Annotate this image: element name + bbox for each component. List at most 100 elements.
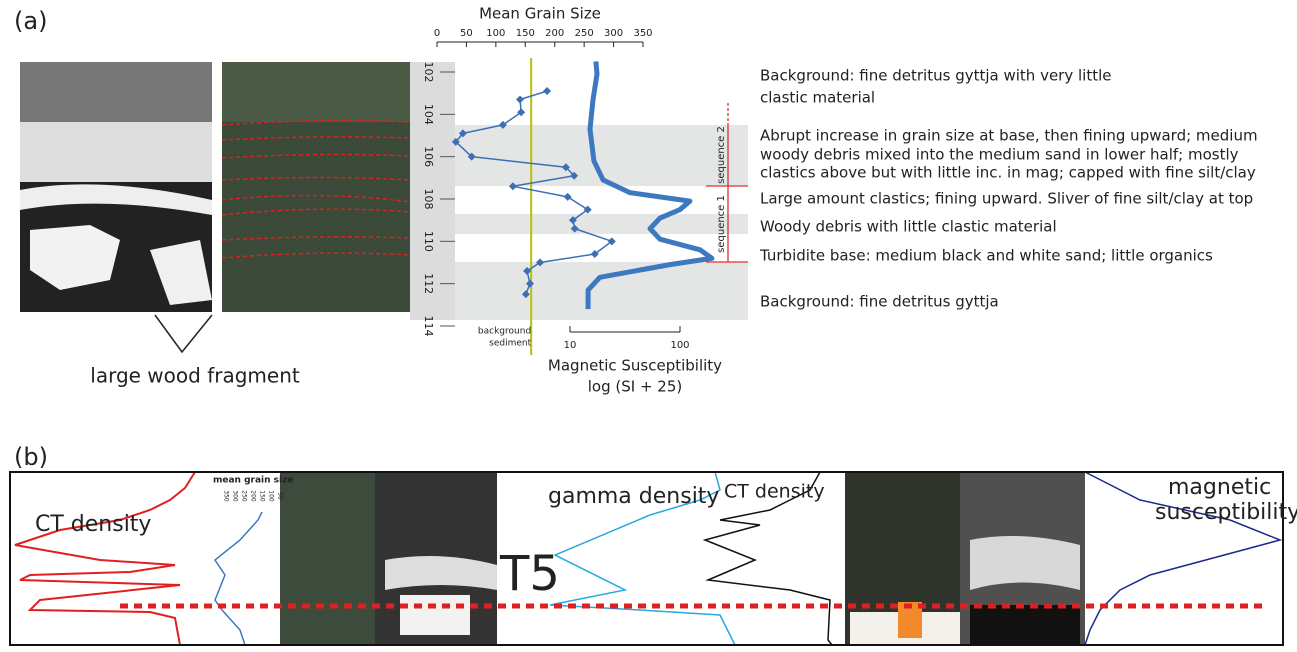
point — [521, 290, 530, 299]
point — [583, 205, 592, 214]
annotation: clastic material — [760, 89, 875, 107]
point — [508, 182, 517, 191]
mini-ticks: 350 300 250 200 150 100 50 — [223, 490, 284, 502]
ct-sand — [30, 225, 120, 290]
ct-sand — [400, 595, 470, 635]
annotations: Background: fine detritus gyttja with ve… — [759, 67, 1258, 311]
point — [451, 137, 460, 146]
ct-curve — [702, 471, 833, 646]
point — [607, 237, 616, 246]
x2-tick-label: 10 — [564, 340, 577, 351]
point — [543, 87, 552, 96]
ct-layer — [970, 536, 1080, 590]
gamma-curve — [549, 471, 736, 646]
mag-line — [585, 61, 715, 310]
curve-label: susceptibility — [1155, 500, 1297, 525]
sequence-label: sequence 1 — [716, 195, 727, 253]
point — [570, 171, 579, 180]
y-tick-label: 102 — [422, 62, 435, 83]
curve-label: CT density — [724, 481, 825, 503]
point — [590, 250, 599, 259]
core-photo-part — [222, 62, 410, 122]
ct-image-part — [20, 122, 212, 182]
point — [570, 224, 579, 233]
y-tick-label: 114 — [422, 316, 435, 337]
point — [536, 258, 544, 267]
grain-curve — [213, 511, 263, 646]
panel-frame — [9, 471, 1284, 646]
x-tick-label: 50 — [460, 28, 473, 39]
annotation: Background: fine detritus gyttja — [760, 293, 999, 311]
ruler — [410, 62, 455, 320]
y-tick-label: 110 — [422, 231, 435, 252]
x-tick-label: 150 — [516, 28, 535, 39]
y-tick-label: 106 — [422, 146, 435, 167]
annotation: Abrupt increase in grain size at base, t… — [760, 127, 1258, 145]
x2-tick-label: 100 — [670, 340, 689, 351]
curve-label: gamma density — [548, 484, 719, 509]
mini-tick-label: 300 — [232, 490, 239, 502]
ct-layer — [20, 184, 212, 215]
ct-sand — [150, 240, 212, 305]
x-tick-label: 200 — [545, 28, 564, 39]
point — [568, 216, 577, 225]
red-dashes — [221, 119, 411, 259]
annotation: clastics above but with little inc. in m… — [760, 164, 1256, 182]
pointer — [154, 314, 213, 354]
annotation: Large amount clastics; fining upward. Sl… — [760, 190, 1253, 208]
axis-title: Magnetic Susceptibility — [548, 357, 722, 375]
x-tick-label: 350 — [633, 28, 652, 39]
point — [467, 152, 476, 161]
annotation: Woody debris with little clastic materia… — [760, 218, 1057, 236]
reference-label: background — [478, 327, 531, 337]
mag-curve — [1084, 471, 1283, 646]
annotation: Turbidite base: medium black and white s… — [759, 247, 1213, 265]
curve-label: mean grain size — [213, 476, 293, 486]
point — [517, 108, 526, 117]
mini-tick-label: 200 — [250, 490, 257, 502]
panel-label: (a) — [14, 7, 47, 35]
point — [525, 279, 534, 288]
mini-tick-label: 100 — [268, 490, 275, 502]
bands — [455, 125, 748, 320]
ct-curve — [14, 471, 196, 646]
annotation: Background: fine detritus gyttja with ve… — [760, 67, 1112, 85]
point — [458, 129, 467, 138]
y-tick-label: 104 — [422, 104, 435, 125]
curve-label: CT density — [35, 512, 151, 537]
x-tick-label: 0 — [434, 28, 440, 39]
ct-image-part — [20, 62, 212, 122]
band — [455, 214, 748, 234]
mini-tick-label: 350 — [223, 490, 230, 502]
y-tick-label: 108 — [422, 189, 435, 210]
x-tick-label: 100 — [486, 28, 505, 39]
ct-block — [970, 605, 1080, 645]
reference-label: sediment — [489, 339, 531, 349]
point — [523, 266, 532, 275]
mini-tick-label: 250 — [241, 490, 248, 502]
mini-tick-label: 50 — [277, 492, 284, 500]
core-photo — [280, 472, 375, 645]
x-tick-label: 250 — [575, 28, 594, 39]
unit-label: T5 — [499, 546, 560, 602]
wood-label: large wood fragment — [90, 364, 300, 388]
point — [563, 192, 572, 201]
sequence-label: sequence 2 — [716, 126, 727, 184]
mini-tick-label: 150 — [259, 490, 266, 502]
y-tick-label: 112 — [422, 273, 435, 294]
annotation: woody debris mixed into the medium sand … — [760, 146, 1239, 164]
point — [561, 163, 570, 172]
axis-title: log (SI + 25) — [588, 378, 682, 396]
panel-label: (b) — [14, 443, 48, 471]
curve-label: magnetic — [1168, 475, 1271, 500]
point — [498, 120, 507, 129]
curves — [14, 471, 1283, 646]
axis-title: Mean Grain Size — [479, 5, 601, 23]
band — [455, 262, 748, 320]
ct-layer — [385, 556, 497, 590]
point — [515, 95, 524, 104]
x-tick-label: 300 — [604, 28, 623, 39]
sequence-markers — [706, 103, 748, 263]
grain-line — [455, 90, 613, 295]
